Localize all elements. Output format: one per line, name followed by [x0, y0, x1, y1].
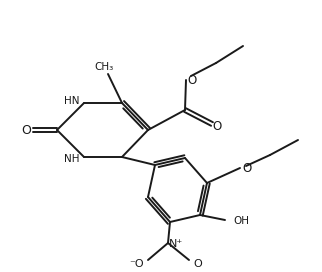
Text: O: O [213, 120, 222, 134]
Text: HN: HN [64, 96, 80, 106]
Text: O: O [21, 123, 31, 137]
Text: N⁺: N⁺ [169, 239, 183, 249]
Text: NH: NH [64, 154, 80, 164]
Text: O: O [187, 75, 196, 88]
Text: CH₃: CH₃ [94, 62, 114, 72]
Text: O: O [242, 162, 251, 175]
Text: O: O [193, 259, 202, 269]
Text: ⁻O: ⁻O [129, 259, 144, 269]
Text: OH: OH [233, 216, 249, 226]
